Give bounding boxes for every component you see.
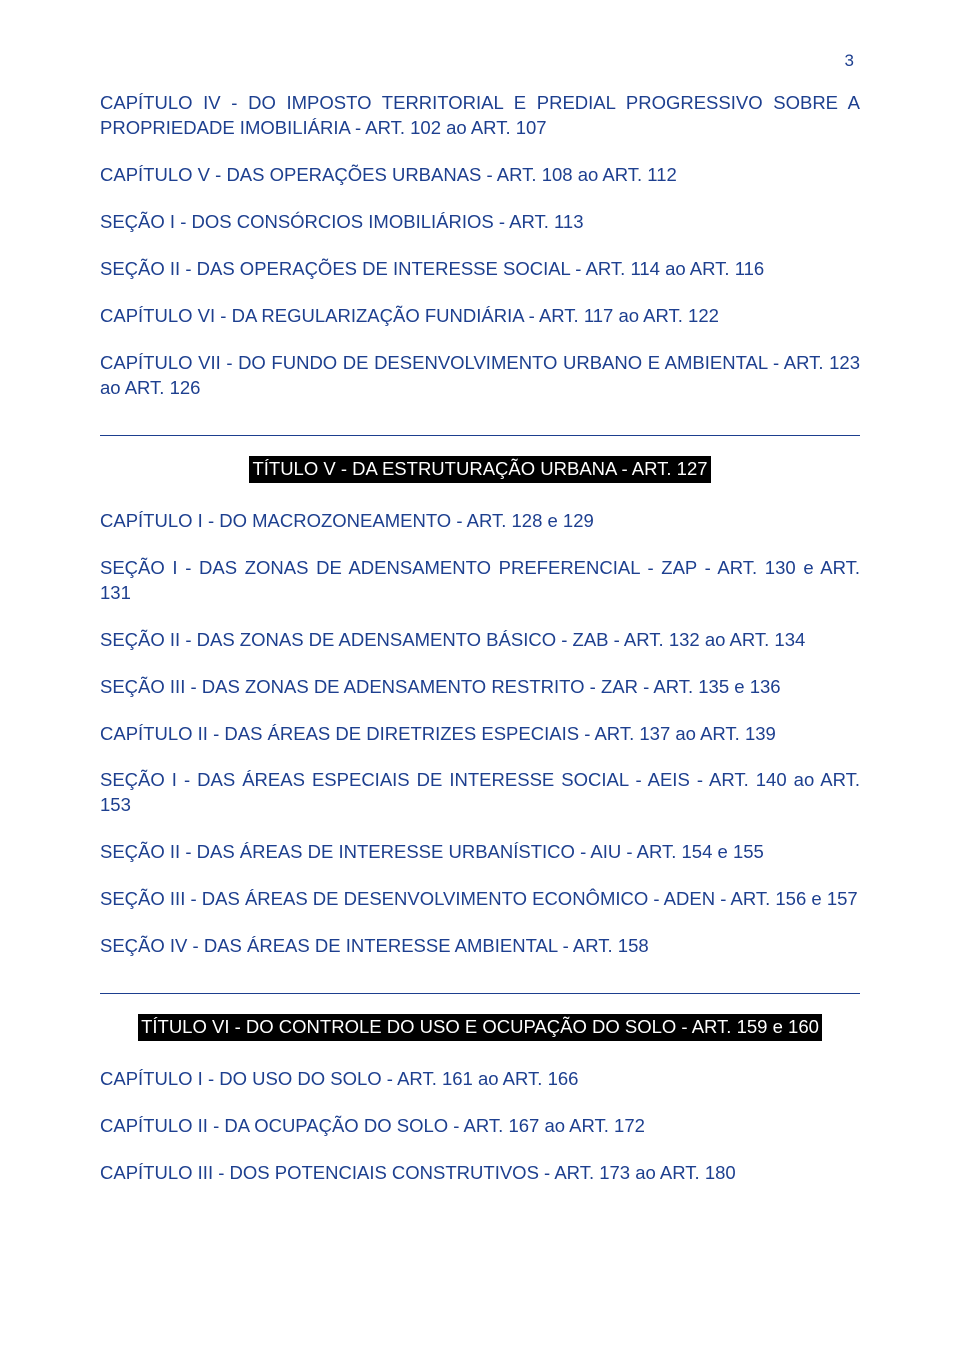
section-divider [100, 993, 860, 994]
toc-entry: SEÇÃO IV - DAS ÁREAS DE INTERESSE AMBIEN… [100, 934, 860, 959]
toc-entry: SEÇÃO III - DAS ZONAS DE ADENSAMENTO RES… [100, 675, 860, 700]
toc-entry: CAPÍTULO I - DO USO DO SOLO - ART. 161 a… [100, 1067, 860, 1092]
section-title-wrap: TÍTULO V - DA ESTRUTURAÇÃO URBANA - ART.… [100, 456, 860, 483]
toc-entry: SEÇÃO III - DAS ÁREAS DE DESENVOLVIMENTO… [100, 887, 860, 912]
toc-entry: SEÇÃO II - DAS ÁREAS DE INTERESSE URBANÍ… [100, 840, 860, 865]
toc-entry: SEÇÃO I - DAS ZONAS DE ADENSAMENTO PREFE… [100, 556, 860, 606]
toc-entry: CAPÍTULO VII - DO FUNDO DE DESENVOLVIMEN… [100, 351, 860, 401]
toc-entry: SEÇÃO I - DOS CONSÓRCIOS IMOBILIÁRIOS - … [100, 210, 860, 235]
section-divider [100, 435, 860, 436]
page-number: 3 [100, 50, 860, 73]
document-page: 3 CAPÍTULO IV - DO IMPOSTO TERRITORIAL E… [0, 0, 960, 1353]
toc-entry: CAPÍTULO III - DOS POTENCIAIS CONSTRUTIV… [100, 1161, 860, 1186]
toc-entry: SEÇÃO II - DAS OPERAÇÕES DE INTERESSE SO… [100, 257, 860, 282]
toc-entry: CAPÍTULO V - DAS OPERAÇÕES URBANAS - ART… [100, 163, 860, 188]
section-title-wrap: TÍTULO VI - DO CONTROLE DO USO E OCUPAÇÃ… [100, 1014, 860, 1041]
toc-entry: SEÇÃO II - DAS ZONAS DE ADENSAMENTO BÁSI… [100, 628, 860, 653]
toc-entry: SEÇÃO I - DAS ÁREAS ESPECIAIS DE INTERES… [100, 768, 860, 818]
section-title: TÍTULO VI - DO CONTROLE DO USO E OCUPAÇÃ… [138, 1014, 822, 1041]
toc-entry: CAPÍTULO IV - DO IMPOSTO TERRITORIAL E P… [100, 91, 860, 141]
toc-entry: CAPÍTULO II - DAS ÁREAS DE DIRETRIZES ES… [100, 722, 860, 747]
toc-entry: CAPÍTULO II - DA OCUPAÇÃO DO SOLO - ART.… [100, 1114, 860, 1139]
section-title: TÍTULO V - DA ESTRUTURAÇÃO URBANA - ART.… [249, 456, 710, 483]
toc-entry: CAPÍTULO I - DO MACROZONEAMENTO - ART. 1… [100, 509, 860, 534]
toc-entry: CAPÍTULO VI - DA REGULARIZAÇÃO FUNDIÁRIA… [100, 304, 860, 329]
